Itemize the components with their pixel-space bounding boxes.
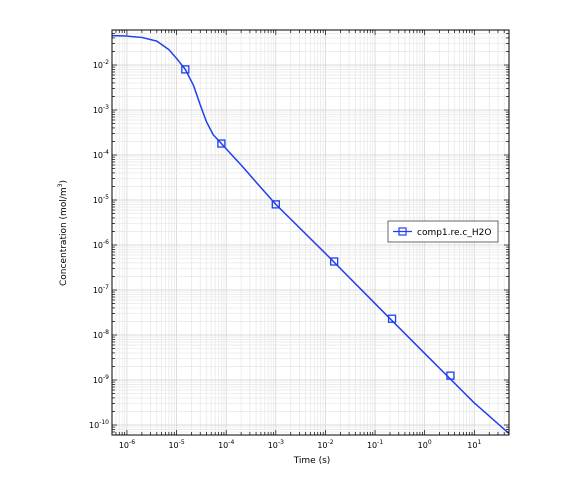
- legend-label: comp1.re.c_H2O: [417, 228, 491, 238]
- x-tick-label: 10-1: [367, 439, 383, 450]
- y-tick-label: 10-6: [93, 239, 109, 250]
- legend-marker: [398, 227, 407, 236]
- series-layer: [111, 34, 510, 435]
- legend: comp1.re.c_H2O: [387, 220, 499, 243]
- x-tick-label: 10-3: [268, 439, 284, 450]
- legend-box: [387, 220, 499, 243]
- x-tick-label: 10-5: [168, 439, 184, 450]
- y-tick-label: 10-5: [93, 194, 109, 205]
- y-tick-label: 10-10: [89, 419, 109, 430]
- data-point-marker: [181, 65, 190, 74]
- tick-layer: [111, 29, 510, 436]
- data-point-marker: [446, 371, 455, 380]
- x-tick-label: 101: [467, 439, 481, 450]
- grid-layer: [111, 29, 510, 436]
- x-axis-title: Time (s): [293, 456, 331, 466]
- y-tick-label: 10-7: [93, 284, 109, 295]
- series-line: [111, 34, 510, 435]
- x-tick-label: 10-4: [218, 439, 234, 450]
- label-layer: 10-6 10-5 10-4 10-3 10-2 10-1 100 101 10-10 10-9 1…: [89, 59, 481, 450]
- data-point-marker: [217, 139, 226, 148]
- y-tick-label: 10-9: [93, 374, 109, 385]
- data-point-marker: [330, 257, 339, 266]
- y-axis-title: Concentration (mol/m3): [57, 180, 69, 286]
- x-tick-label: 10-2: [317, 439, 333, 450]
- y-tick-label: 10-4: [93, 149, 109, 160]
- y-tick-label: 10-8: [93, 329, 109, 340]
- data-point-marker: [387, 314, 397, 323]
- x-tick-label: 10-6: [119, 439, 135, 450]
- x-tick-label: 100: [418, 439, 432, 450]
- data-point-marker: [271, 200, 280, 209]
- y-tick-label: 10-3: [93, 104, 109, 115]
- y-tick-label: 10-2: [93, 59, 109, 70]
